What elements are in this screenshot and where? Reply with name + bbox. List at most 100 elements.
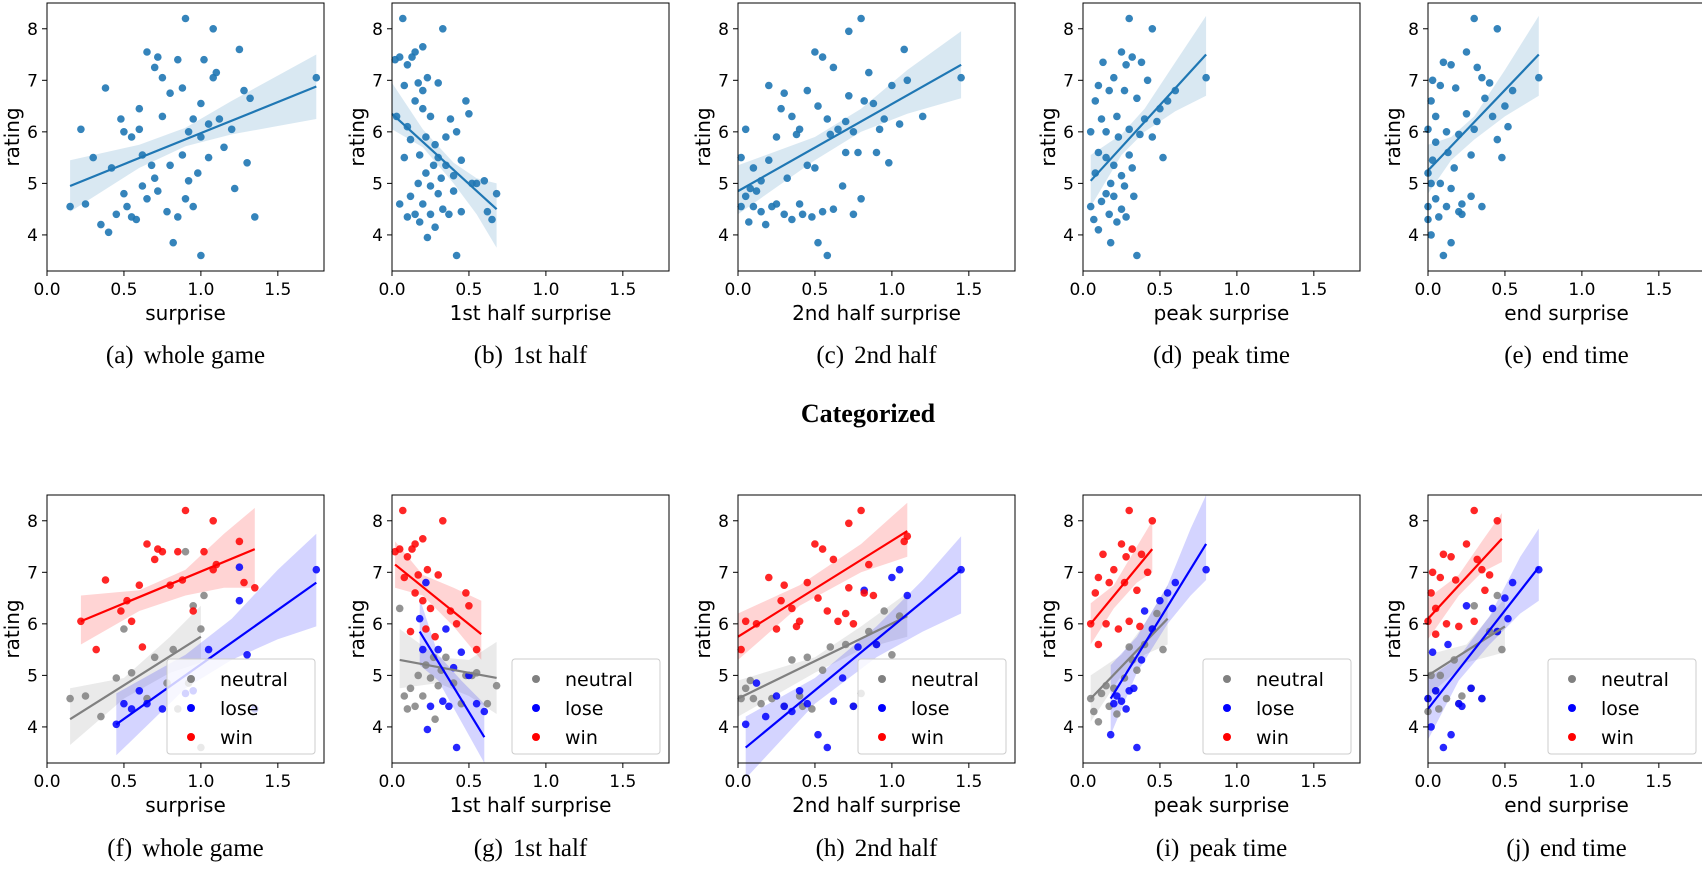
data-point-win [1485,571,1494,579]
legend-label-win: win [1601,727,1634,749]
data-point-lose [1444,640,1452,649]
data-point-win [235,537,244,546]
subfigure-caption: (b) 1st half [474,342,588,369]
data-point-all [1451,84,1460,92]
y-axis-label: rating [345,107,369,166]
data-point-all [169,238,177,247]
data-point-win [741,617,750,626]
caption-letter: (d) [1153,342,1182,369]
data-point-win [1481,586,1489,595]
data-point-neutral [112,674,121,682]
chart-panel-d: 0.0 0.5 1.0 1.5 4 5 6 7 8 peak surprise rating (d) p… [1036,2,1361,369]
data-point-all [449,171,458,180]
data-point-all [1431,195,1440,203]
x-axis-label: surprise [145,793,226,817]
data-point-all [154,53,162,61]
data-point-all [1508,86,1517,95]
data-point-neutral [1498,645,1506,654]
caption-letter: (c) [816,342,844,369]
subfigure-caption: (d) peak time [1153,342,1290,369]
data-point-all [120,128,128,136]
confidence-band-lose [116,533,317,756]
legend-label-lose: lose [220,698,259,720]
legend-marker-lose [1568,704,1576,712]
data-point-all [246,94,254,103]
chart-panel-g: 0.0 0.5 1.0 1.5 4 5 6 7 8 1st half surprise rating… [345,494,670,862]
x-tick-label: 1.5 [955,772,982,792]
data-point-all [749,202,758,211]
x-tick-label: 0.5 [1491,280,1518,300]
data-point-all [426,182,435,190]
data-point-neutral [81,692,90,700]
legend-marker-neutral [1223,675,1231,683]
caption-text: end time [1540,835,1627,862]
data-point-lose [780,702,788,711]
confidence-band-neutral [70,605,201,745]
data-point-all [181,195,190,203]
data-point-all [1427,97,1435,105]
data-point-all [1120,86,1129,95]
x-tick-label: 1.0 [532,280,559,300]
data-point-neutral [888,651,896,659]
y-axis-label: rating [1381,107,1405,166]
regression-line-win [80,548,256,623]
data-point-lose [849,702,858,711]
data-point-all [457,156,466,164]
data-point-win [1099,550,1107,559]
data-point-all [1105,86,1113,95]
data-point-all [1097,115,1106,123]
y-tick-label: 6 [1063,615,1074,635]
y-tick-label: 7 [718,563,729,583]
confidence-band-neutral [738,592,908,717]
data-point-lose [1462,602,1471,610]
data-point-all [439,25,447,33]
data-point-neutral [1097,689,1106,698]
data-point-all [1143,76,1152,85]
data-point-lose [1478,694,1486,703]
chart-panel-e: 0.0 0.5 1.0 1.5 4 5 6 7 8 end surprise rating (e) en… [1381,2,1702,369]
data-point-neutral [400,692,409,700]
data-point-all [798,210,807,219]
caption-text: whole game [142,835,263,862]
data-point-all [120,189,128,198]
data-point-all [875,125,884,134]
data-point-all [741,192,750,201]
y-tick-label: 4 [372,226,383,246]
data-point-all [414,179,423,188]
y-tick-label: 6 [1408,123,1419,143]
x-tick-label: 1.5 [1300,772,1327,792]
data-point-lose [235,563,244,571]
data-point-all [857,195,865,203]
legend-label-neutral: neutral [220,669,288,691]
y-tick-label: 8 [1063,512,1074,532]
data-point-all [178,151,187,159]
x-tick-label: 1.0 [532,772,559,792]
data-point-win [1451,576,1460,584]
data-point-all [434,79,443,87]
section-heading: Categorized [801,399,936,428]
legend-label-neutral: neutral [1256,669,1324,691]
data-point-all [1442,202,1451,211]
legend-marker-lose [187,704,195,712]
data-point-all [101,84,110,92]
y-tick-label: 5 [27,174,38,194]
data-point-neutral [1442,694,1451,703]
data-point-win [1110,565,1118,574]
chart-panel-i: 0.0 0.5 1.0 1.5 4 5 6 7 8 peak surprise rating neut… [1036,494,1361,862]
data-point-all [1458,210,1466,219]
subfigure-caption: (f) whole game [107,835,263,862]
chart-panel-f: 0.0 0.5 1.0 1.5 4 5 6 7 8 surprise rating neutral lo… [0,494,325,862]
legend-marker-neutral [187,675,195,683]
x-tick-label: 0.0 [1414,772,1441,792]
data-point-all [857,14,865,23]
confidence-band-win [738,502,908,660]
data-point-win [818,545,827,553]
data-point-all [472,179,481,188]
y-axis-label: rating [1036,107,1060,166]
legend-label-lose: lose [565,698,604,720]
data-point-win [200,547,208,556]
data-point-lose [472,699,481,708]
data-point-all [1117,171,1126,180]
data-point-neutral [66,694,74,703]
data-point-all [1159,153,1167,162]
